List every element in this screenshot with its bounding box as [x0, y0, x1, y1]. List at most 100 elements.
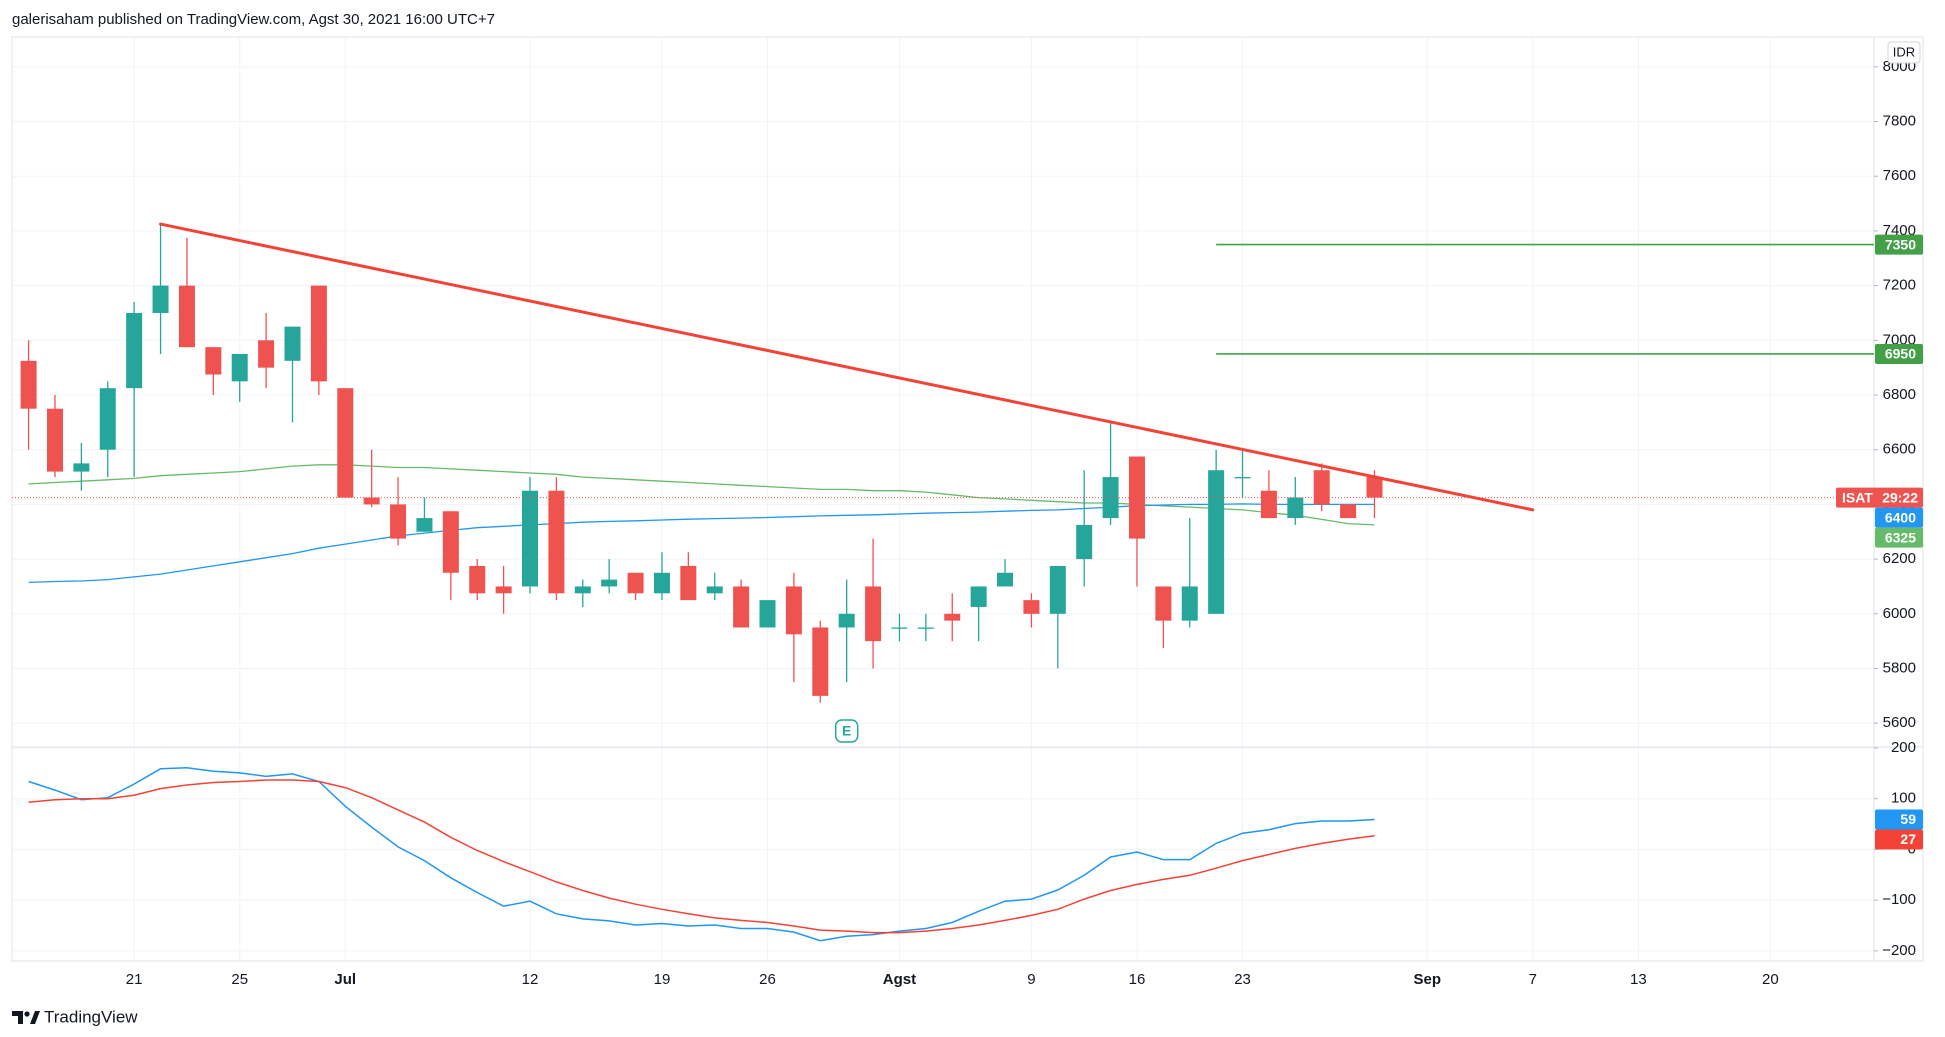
y-tick-label: −200	[1882, 942, 1916, 959]
candle-body	[20, 360, 37, 409]
candle-body	[970, 586, 987, 607]
candle-body	[310, 285, 327, 382]
candle-body	[284, 326, 301, 361]
y-tick-label: 7200	[1883, 277, 1916, 294]
candle-body	[1076, 524, 1093, 560]
candle-body	[997, 572, 1014, 587]
candle-body	[838, 613, 855, 628]
candle-body	[1287, 497, 1304, 519]
value-tag-label: 27	[1900, 831, 1916, 847]
x-tick-label: 25	[231, 971, 248, 988]
candle-body	[363, 497, 380, 505]
event-marker	[834, 719, 859, 743]
x-tick-label: Jul	[334, 971, 356, 988]
candle-body	[178, 285, 195, 348]
candle-body	[601, 579, 618, 587]
y-tick-label: 7800	[1883, 112, 1916, 129]
candle-body	[759, 600, 776, 628]
candle-body	[152, 285, 169, 313]
candle-body	[627, 572, 644, 594]
x-tick-label: 9	[1027, 971, 1035, 988]
candle-body	[1023, 600, 1040, 614]
candle-body	[733, 586, 750, 628]
candle-body	[706, 586, 723, 594]
candle-body	[416, 518, 433, 532]
y-tick-label: 6000	[1883, 605, 1916, 622]
y-tick-label: 5600	[1883, 714, 1916, 731]
candle-body	[522, 490, 539, 587]
y-tick-label: 200	[1891, 739, 1916, 756]
x-tick-label: Sep	[1414, 971, 1442, 988]
currency-box	[1887, 41, 1921, 64]
candle-body	[653, 572, 670, 594]
value-tag	[1875, 343, 1923, 364]
x-tick-label: 12	[522, 971, 539, 988]
logo-mark	[30, 1011, 40, 1024]
x-tick-label: 20	[1762, 971, 1779, 988]
x-tick-label: Agst	[883, 971, 916, 988]
currency: IDR	[1893, 44, 1915, 59]
candle-body	[944, 613, 961, 621]
candle-body	[812, 627, 829, 696]
indicator-line	[28, 779, 1375, 934]
candle-body	[73, 463, 90, 472]
candle-body	[785, 586, 802, 635]
value-tag	[1875, 527, 1923, 548]
y-tick-label: −100	[1882, 891, 1916, 908]
x-tick-label: 19	[654, 971, 671, 988]
candle-body	[1049, 565, 1066, 614]
candle-body	[258, 340, 275, 368]
value-tag-label: 6950	[1885, 346, 1916, 362]
candle-body	[46, 408, 63, 472]
indicator-line	[28, 767, 1375, 942]
candle-body	[495, 586, 512, 594]
value-tag	[1875, 809, 1923, 830]
x-tick-label: 21	[126, 971, 143, 988]
value-tag	[1875, 234, 1923, 255]
candle-body	[1128, 456, 1145, 539]
footer-logo: TradingView	[12, 1007, 138, 1026]
y-tick-label: 7600	[1883, 167, 1916, 184]
grid	[12, 37, 1874, 961]
candle-body	[126, 312, 143, 389]
event-label: E	[842, 723, 851, 739]
countdown-label: 29:22	[1882, 489, 1918, 505]
candle-body	[1260, 490, 1277, 519]
candle-body	[337, 388, 354, 498]
candle-body	[1313, 470, 1330, 505]
value-tag	[1875, 829, 1923, 850]
logo-mark	[12, 1011, 23, 1024]
x-tick-label: 23	[1234, 971, 1251, 988]
value-tag-label: 7350	[1885, 236, 1916, 252]
candle-body	[865, 586, 882, 642]
candle-body	[917, 627, 934, 629]
trendline	[159, 222, 1535, 512]
y-tick-label: 6200	[1883, 550, 1916, 567]
y-tick-label: 6600	[1883, 441, 1916, 458]
value-tag-label: 6325	[1885, 529, 1916, 545]
x-tick-label: 26	[759, 971, 776, 988]
logo-dot	[24, 1011, 30, 1017]
candle-body	[1181, 586, 1198, 621]
candle-body	[1208, 470, 1225, 614]
candle-body	[205, 347, 222, 375]
candle-body	[1340, 504, 1357, 519]
candle-body	[891, 627, 908, 629]
x-tick-label: 7	[1529, 971, 1537, 988]
candle-body	[1155, 586, 1172, 621]
candle-body	[442, 511, 459, 573]
x-tick-label: 16	[1129, 971, 1146, 988]
value-tag	[1875, 507, 1923, 528]
candle-body	[1234, 477, 1251, 479]
candle-body	[99, 388, 116, 450]
candle-body	[1366, 477, 1383, 498]
candle-body	[680, 565, 697, 601]
candle-body	[469, 565, 486, 594]
candle-body	[390, 504, 407, 539]
x-tick-label: 13	[1630, 971, 1647, 988]
candle-body	[574, 586, 591, 594]
price-tag	[1836, 487, 1923, 508]
